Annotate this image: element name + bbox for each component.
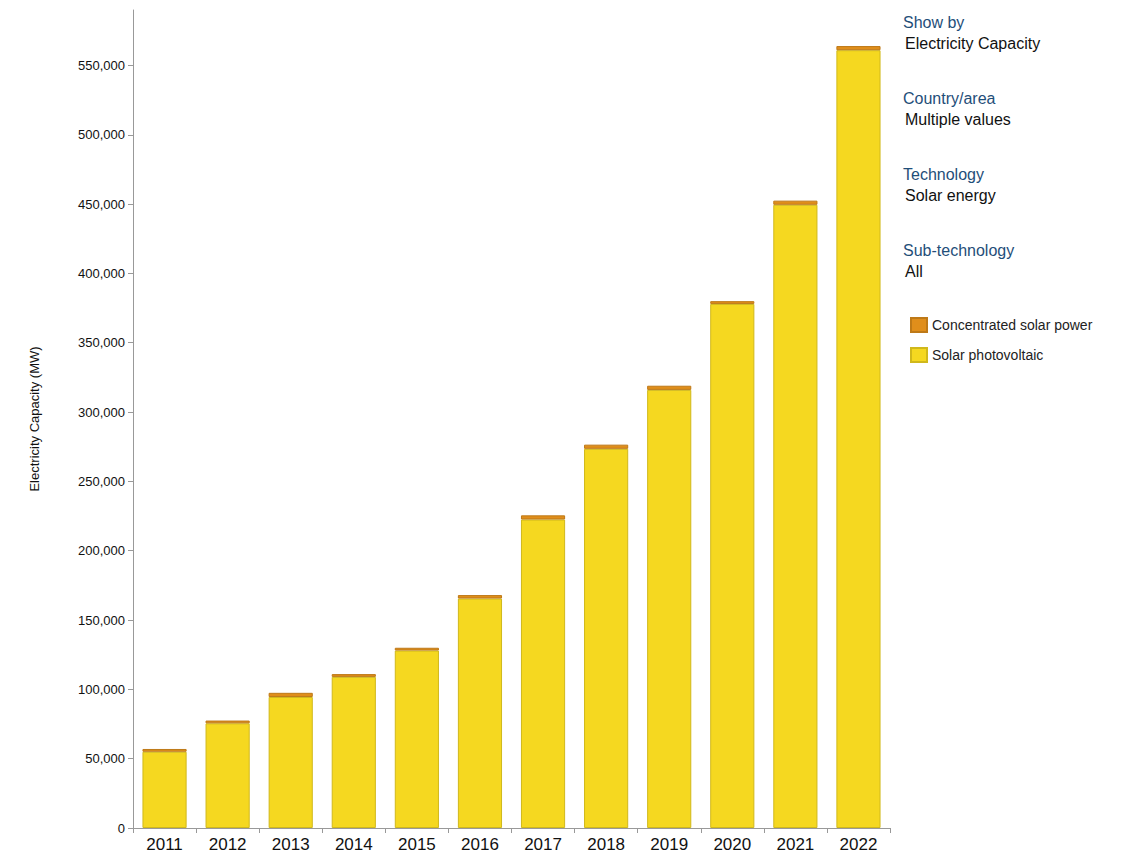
svg-text:Solar photovoltaic: Solar photovoltaic xyxy=(932,347,1043,363)
svg-text:550,000: 550,000 xyxy=(78,58,125,73)
svg-text:250,000: 250,000 xyxy=(78,474,125,489)
svg-text:350,000: 350,000 xyxy=(78,335,125,350)
svg-text:150,000: 150,000 xyxy=(78,613,125,628)
svg-text:2019: 2019 xyxy=(650,835,688,854)
svg-text:2022: 2022 xyxy=(840,835,878,854)
svg-text:Show by: Show by xyxy=(903,14,964,31)
svg-text:2016: 2016 xyxy=(461,835,499,854)
svg-text:Electricity Capacity: Electricity Capacity xyxy=(905,35,1040,52)
svg-text:Multiple values: Multiple values xyxy=(905,111,1011,128)
svg-text:2018: 2018 xyxy=(587,835,625,854)
svg-text:500,000: 500,000 xyxy=(78,127,125,142)
svg-text:Country/area: Country/area xyxy=(903,90,996,107)
svg-text:Technology: Technology xyxy=(903,166,984,183)
svg-text:300,000: 300,000 xyxy=(78,405,125,420)
svg-text:2011: 2011 xyxy=(146,835,183,854)
svg-text:2015: 2015 xyxy=(398,835,436,854)
svg-text:2013: 2013 xyxy=(272,835,310,854)
svg-text:Electricity Capacity (MW): Electricity Capacity (MW) xyxy=(27,346,42,491)
svg-text:2012: 2012 xyxy=(209,835,247,854)
svg-text:Sub-technology: Sub-technology xyxy=(903,242,1014,259)
svg-text:2020: 2020 xyxy=(713,835,751,854)
svg-text:0: 0 xyxy=(118,821,125,836)
svg-text:50,000: 50,000 xyxy=(85,751,125,766)
svg-text:400,000: 400,000 xyxy=(78,266,125,281)
svg-text:All: All xyxy=(905,263,923,280)
svg-text:2014: 2014 xyxy=(335,835,373,854)
svg-text:Solar energy: Solar energy xyxy=(905,187,996,204)
svg-text:Concentrated solar power: Concentrated solar power xyxy=(932,317,1093,333)
svg-text:100,000: 100,000 xyxy=(78,682,125,697)
svg-text:2017: 2017 xyxy=(524,835,562,854)
svg-text:200,000: 200,000 xyxy=(78,543,125,558)
svg-text:2021: 2021 xyxy=(776,835,814,854)
svg-text:450,000: 450,000 xyxy=(78,197,125,212)
